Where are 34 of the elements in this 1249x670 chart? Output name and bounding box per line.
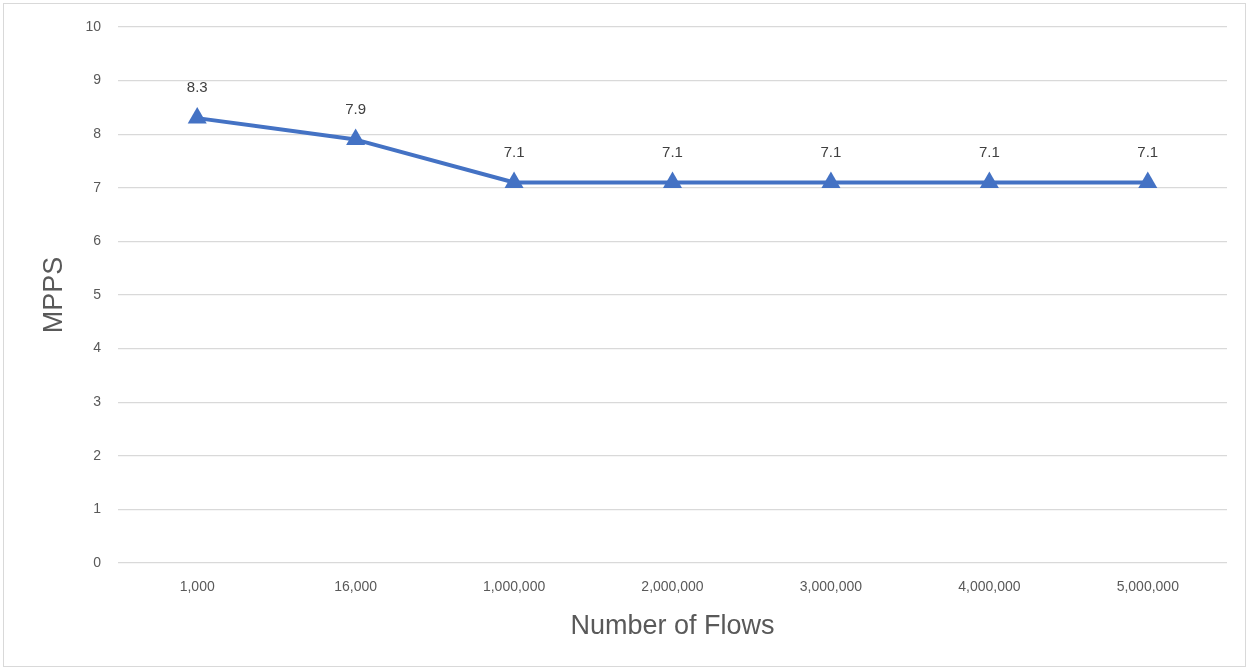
y-tick-label: 10: [85, 17, 102, 34]
point: [821, 171, 841, 188]
point: [979, 171, 999, 188]
y-tick-label: 4: [93, 339, 102, 356]
y-tick-label: 0: [93, 553, 102, 570]
x-tick-label: 3,000,000: [799, 578, 863, 595]
y-tick-label: 3: [93, 393, 102, 410]
point: [662, 171, 683, 188]
y-tick-label: 6: [93, 232, 102, 249]
x-tick-label: 1,000: [179, 578, 215, 595]
data-label: 7.9: [345, 99, 367, 117]
point: [187, 107, 207, 124]
x-tick-label: 1,000,000: [482, 578, 546, 595]
y-tick-label: 5: [93, 285, 102, 302]
data-label: 7.1: [503, 142, 525, 160]
data-label: 8.3: [186, 78, 208, 96]
x-tick-label: 5,000,000: [1116, 578, 1180, 595]
data-label: 7.1: [820, 142, 842, 160]
data-label: 7.1: [662, 142, 683, 160]
point: [1138, 171, 1158, 188]
y-axis-title: MPPS: [37, 256, 68, 334]
data-label: 7.1: [1137, 142, 1159, 160]
point: [504, 171, 524, 188]
x-tick-label: 2,000,000: [641, 578, 704, 595]
data-label: 7.1: [978, 142, 1000, 160]
point: [346, 128, 366, 146]
y-tick-label: 9: [93, 71, 102, 88]
x-tick-label: 16,000: [334, 578, 378, 595]
x-tick-label: 4,000,000: [958, 578, 1021, 595]
y-tick-label: 8: [93, 125, 102, 142]
y-tick-label: 2: [93, 446, 102, 463]
x-axis-title: Number of Flows: [570, 610, 775, 641]
y-tick-label: 1: [93, 500, 102, 517]
y-tick-label: 7: [93, 178, 102, 195]
